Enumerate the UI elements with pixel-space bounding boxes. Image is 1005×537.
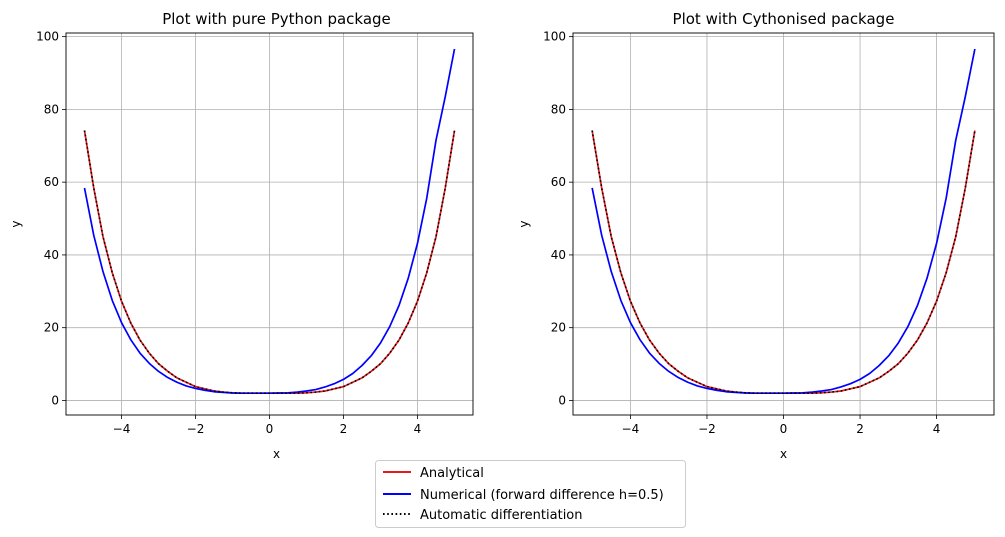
right-plot-title: Plot with Cythonised package — [673, 10, 895, 28]
right-x-tick-label: −4 — [622, 422, 640, 436]
right-axes-frame — [572, 32, 995, 416]
right-x-tick-label: 0 — [780, 422, 788, 436]
left-plot-panel: Plot with pure Python package x y −4 −2 0 2… — [9, 10, 474, 461]
legend-label-automatic: Automatic differentiation — [420, 508, 583, 523]
right-x-tick-label: −2 — [698, 422, 716, 436]
left-axes-frame — [65, 32, 474, 416]
left-y-tick-label: 80 — [44, 102, 59, 116]
legend-label-numerical: Numerical (forward difference h=0.5) — [420, 488, 664, 503]
left-x-tick-label: 2 — [340, 422, 348, 436]
left-y-axis-label: y — [9, 220, 23, 227]
left-series-lines — [83, 48, 456, 395]
legend: Analytical Numerical (forward difference… — [375, 460, 686, 528]
right-y-tick-label: 60 — [551, 175, 566, 189]
left-series-automatic-differentiation — [83, 130, 456, 394]
left-y-tick-label: 0 — [51, 393, 59, 407]
right-grid — [573, 33, 994, 415]
left-x-tick-label: −4 — [113, 422, 131, 436]
left-x-axis-label: x — [273, 447, 280, 461]
right-x-tick-label: 4 — [933, 422, 941, 436]
left-y-tick-label: 40 — [44, 248, 59, 262]
right-y-tick-label: 20 — [551, 321, 566, 335]
left-x-tick-label: 0 — [266, 422, 274, 436]
right-y-tick-label: 0 — [558, 393, 566, 407]
left-grid — [66, 33, 473, 415]
right-y-tick-label: 40 — [551, 248, 566, 262]
right-plot-panel: Plot with Cythonised package x y −4 −2 0 2 4… — [517, 10, 995, 461]
right-x-axis-label: x — [780, 447, 787, 461]
right-y-tick-label: 80 — [551, 102, 566, 116]
right-x-tick-label: 2 — [856, 422, 864, 436]
left-y-tick-label: 100 — [36, 30, 59, 44]
legend-frame — [375, 460, 686, 528]
left-plot-title: Plot with pure Python package — [162, 10, 391, 28]
right-y-tick-label: 100 — [543, 30, 566, 44]
right-series-lines — [591, 48, 976, 395]
legend-label-analytical: Analytical — [420, 466, 484, 481]
left-y-tick-label: 20 — [44, 321, 59, 335]
right-series-automatic-differentiation — [591, 130, 976, 394]
left-y-tick-label: 60 — [44, 175, 59, 189]
right-y-axis-label: y — [517, 220, 531, 227]
left-x-tick-label: −2 — [187, 422, 205, 436]
left-x-tick-label: 4 — [414, 422, 422, 436]
